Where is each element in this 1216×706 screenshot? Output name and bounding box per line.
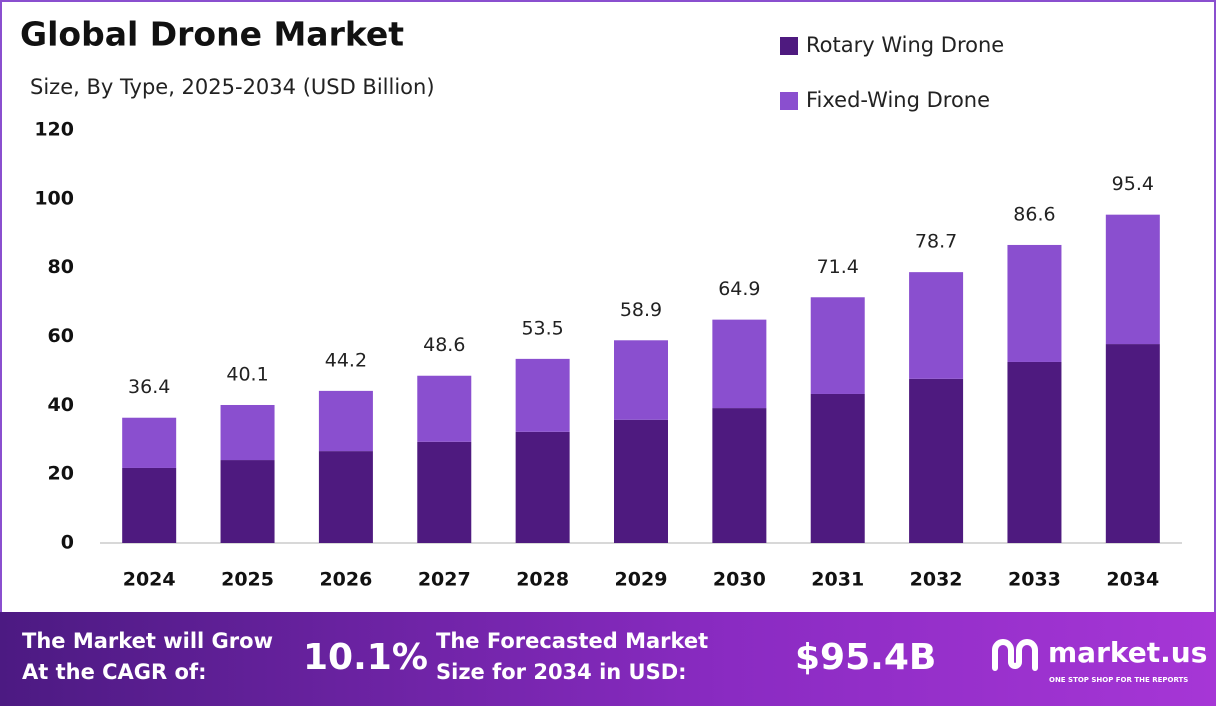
bar-segment [515,431,570,543]
total-label: 40.1 [226,363,268,385]
bar-segment [417,441,472,543]
x-tick-label: 2031 [811,569,864,591]
bar-segment [1007,244,1062,362]
forecast-value: $95.4B [795,637,936,678]
x-tick-label: 2033 [1008,569,1061,591]
bar-segment [1105,344,1160,543]
y-tick-label: 0 [61,532,74,554]
bar-segment [712,319,767,409]
bar-segment [417,375,472,442]
total-label: 86.6 [1013,203,1055,225]
y-tick-label: 80 [48,256,74,278]
bar-segment [122,417,177,468]
y-tick-label: 40 [48,394,74,416]
total-label: 78.7 [915,231,957,253]
bar-segment [1007,361,1062,543]
bar-segment [909,272,964,379]
cagr-label: The Market will Grow [22,629,273,653]
total-label: 53.5 [521,317,563,339]
total-label: 44.2 [325,349,367,371]
x-tick-label: 2029 [615,569,668,591]
x-tick-label: 2025 [221,569,274,591]
y-tick-label: 20 [48,463,74,485]
cagr-value: 10.1% [303,637,428,678]
bar-segment [220,460,275,543]
tagline: ONE STOP SHOP FOR THE REPORTS [1049,676,1188,684]
bar-segment [318,451,373,543]
bar-segment [614,340,668,420]
total-label: 64.9 [718,278,760,300]
bar-segment [614,419,668,543]
bar-segment [318,390,373,452]
brand-logo [992,639,1038,671]
y-tick-label: 100 [34,187,74,209]
x-tick-label: 2030 [713,569,766,591]
bar-segment [1105,214,1160,345]
bar-segment [515,358,570,432]
cagr-label: At the CAGR of: [22,660,207,684]
y-tick-label: 120 [34,119,74,141]
total-label: 71.4 [817,256,859,278]
x-tick-label: 2027 [418,569,471,591]
x-tick-label: 2034 [1106,569,1159,591]
y-tick-label: 60 [48,325,74,347]
x-tick-label: 2032 [910,569,963,591]
forecast-label: The Forecasted Market [436,629,708,653]
bar-segment [810,297,865,394]
legend-swatch [780,92,798,110]
total-label: 48.6 [423,334,465,356]
chart-subtitle: Size, By Type, 2025-2034 (USD Billion) [30,75,435,99]
x-tick-label: 2024 [123,569,176,591]
x-tick-label: 2026 [319,569,372,591]
total-label: 95.4 [1112,173,1154,195]
bar-segment [909,378,964,543]
bar-segment [122,467,177,543]
x-tick-label: 2028 [516,569,569,591]
forecast-label: Size for 2034 in USD: [436,660,687,684]
chart-title: Global Drone Market [20,15,404,54]
bar-segment [220,404,275,461]
legend-label: Rotary Wing Drone [806,33,1004,57]
total-label: 58.9 [620,299,662,321]
legend-label: Fixed-Wing Drone [806,88,990,112]
brand: market.us [1048,636,1207,669]
bar-segment [810,393,865,543]
legend-swatch [780,37,798,55]
bar-segment [712,408,767,543]
total-label: 36.4 [128,376,170,398]
